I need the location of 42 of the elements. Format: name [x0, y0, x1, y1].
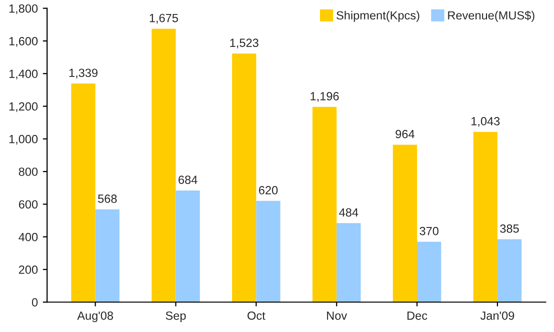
y-tick-label: 1,000 — [9, 134, 38, 145]
data-label: 385 — [500, 224, 519, 233]
legend-label: Shipment(Kpcs) — [336, 10, 420, 22]
y-tick-label: 1,200 — [9, 102, 38, 112]
x-tick-label: Nov — [327, 312, 348, 320]
bar — [497, 239, 522, 302]
data-label: 1,339 — [69, 68, 98, 78]
y-tick-label: 1,800 — [9, 4, 38, 14]
x-tick-label: Jan'09 — [480, 311, 514, 320]
bar — [473, 132, 498, 302]
y-tick-label: 1,600 — [9, 36, 38, 47]
bar — [232, 54, 256, 302]
bar — [417, 242, 442, 302]
bar — [312, 106, 337, 302]
data-label: 1,523 — [230, 38, 258, 48]
bar — [256, 200, 280, 302]
legend-label: Revenue(MUS$) — [448, 10, 534, 22]
bar — [152, 28, 176, 302]
bar — [176, 190, 200, 302]
data-label: 964 — [396, 130, 414, 138]
data-label: 620 — [258, 186, 278, 194]
x-tick-label: Sep — [166, 311, 186, 322]
y-tick-label: 800 — [18, 168, 38, 176]
data-label: 1,196 — [310, 92, 339, 102]
x-tick-label: Aug'08 — [77, 311, 114, 322]
bar — [95, 209, 120, 302]
y-tick-label: 400 — [18, 232, 38, 242]
data-label: 370 — [420, 226, 438, 236]
data-label: 1,043 — [472, 117, 500, 127]
y-tick-label: 0 — [32, 298, 38, 307]
x-tick-label: Dec — [407, 312, 428, 320]
y-tick-label: 200 — [18, 266, 38, 274]
data-label: 684 — [178, 176, 198, 184]
x-tick-label: Oct — [248, 311, 266, 320]
y-tick-label: 600 — [18, 200, 38, 209]
data-label: 568 — [98, 194, 117, 203]
bar — [392, 144, 418, 302]
data-label: 1,675 — [150, 14, 178, 24]
data-label: 484 — [339, 208, 358, 217]
bar — [336, 223, 361, 302]
bar — [71, 84, 96, 302]
y-tick-label: 1,400 — [9, 70, 38, 80]
